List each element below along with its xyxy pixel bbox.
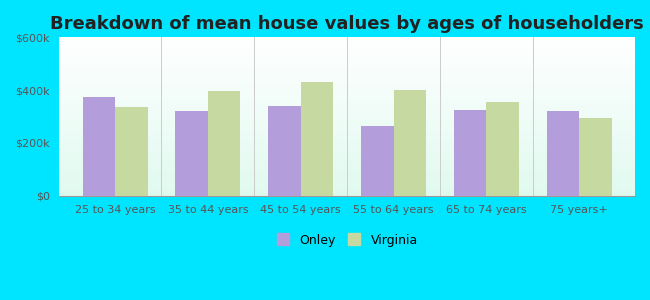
Bar (268, 106, 301, 196)
Bar (361, 126, 394, 196)
Legend: Onley, Virginia: Onley, Virginia (273, 230, 421, 251)
Bar (454, 110, 486, 196)
Bar (579, 118, 612, 196)
Bar (547, 111, 579, 196)
Bar (83, 97, 115, 196)
Bar (115, 107, 148, 196)
Bar (176, 111, 208, 196)
Title: Breakdown of mean house values by ages of householders: Breakdown of mean house values by ages o… (50, 15, 644, 33)
Bar (394, 90, 426, 196)
Bar (486, 102, 519, 196)
Bar (301, 82, 333, 196)
Bar (208, 92, 240, 196)
